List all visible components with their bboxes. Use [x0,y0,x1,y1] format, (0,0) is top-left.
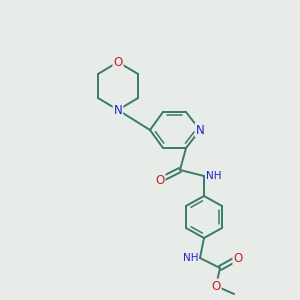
Text: O: O [113,56,123,68]
Text: O: O [155,173,165,187]
Text: NH: NH [182,253,198,263]
Text: O: O [212,280,220,292]
Text: N: N [196,124,204,136]
Text: N: N [114,103,122,116]
Text: NH: NH [206,171,221,181]
Text: O: O [233,251,243,265]
